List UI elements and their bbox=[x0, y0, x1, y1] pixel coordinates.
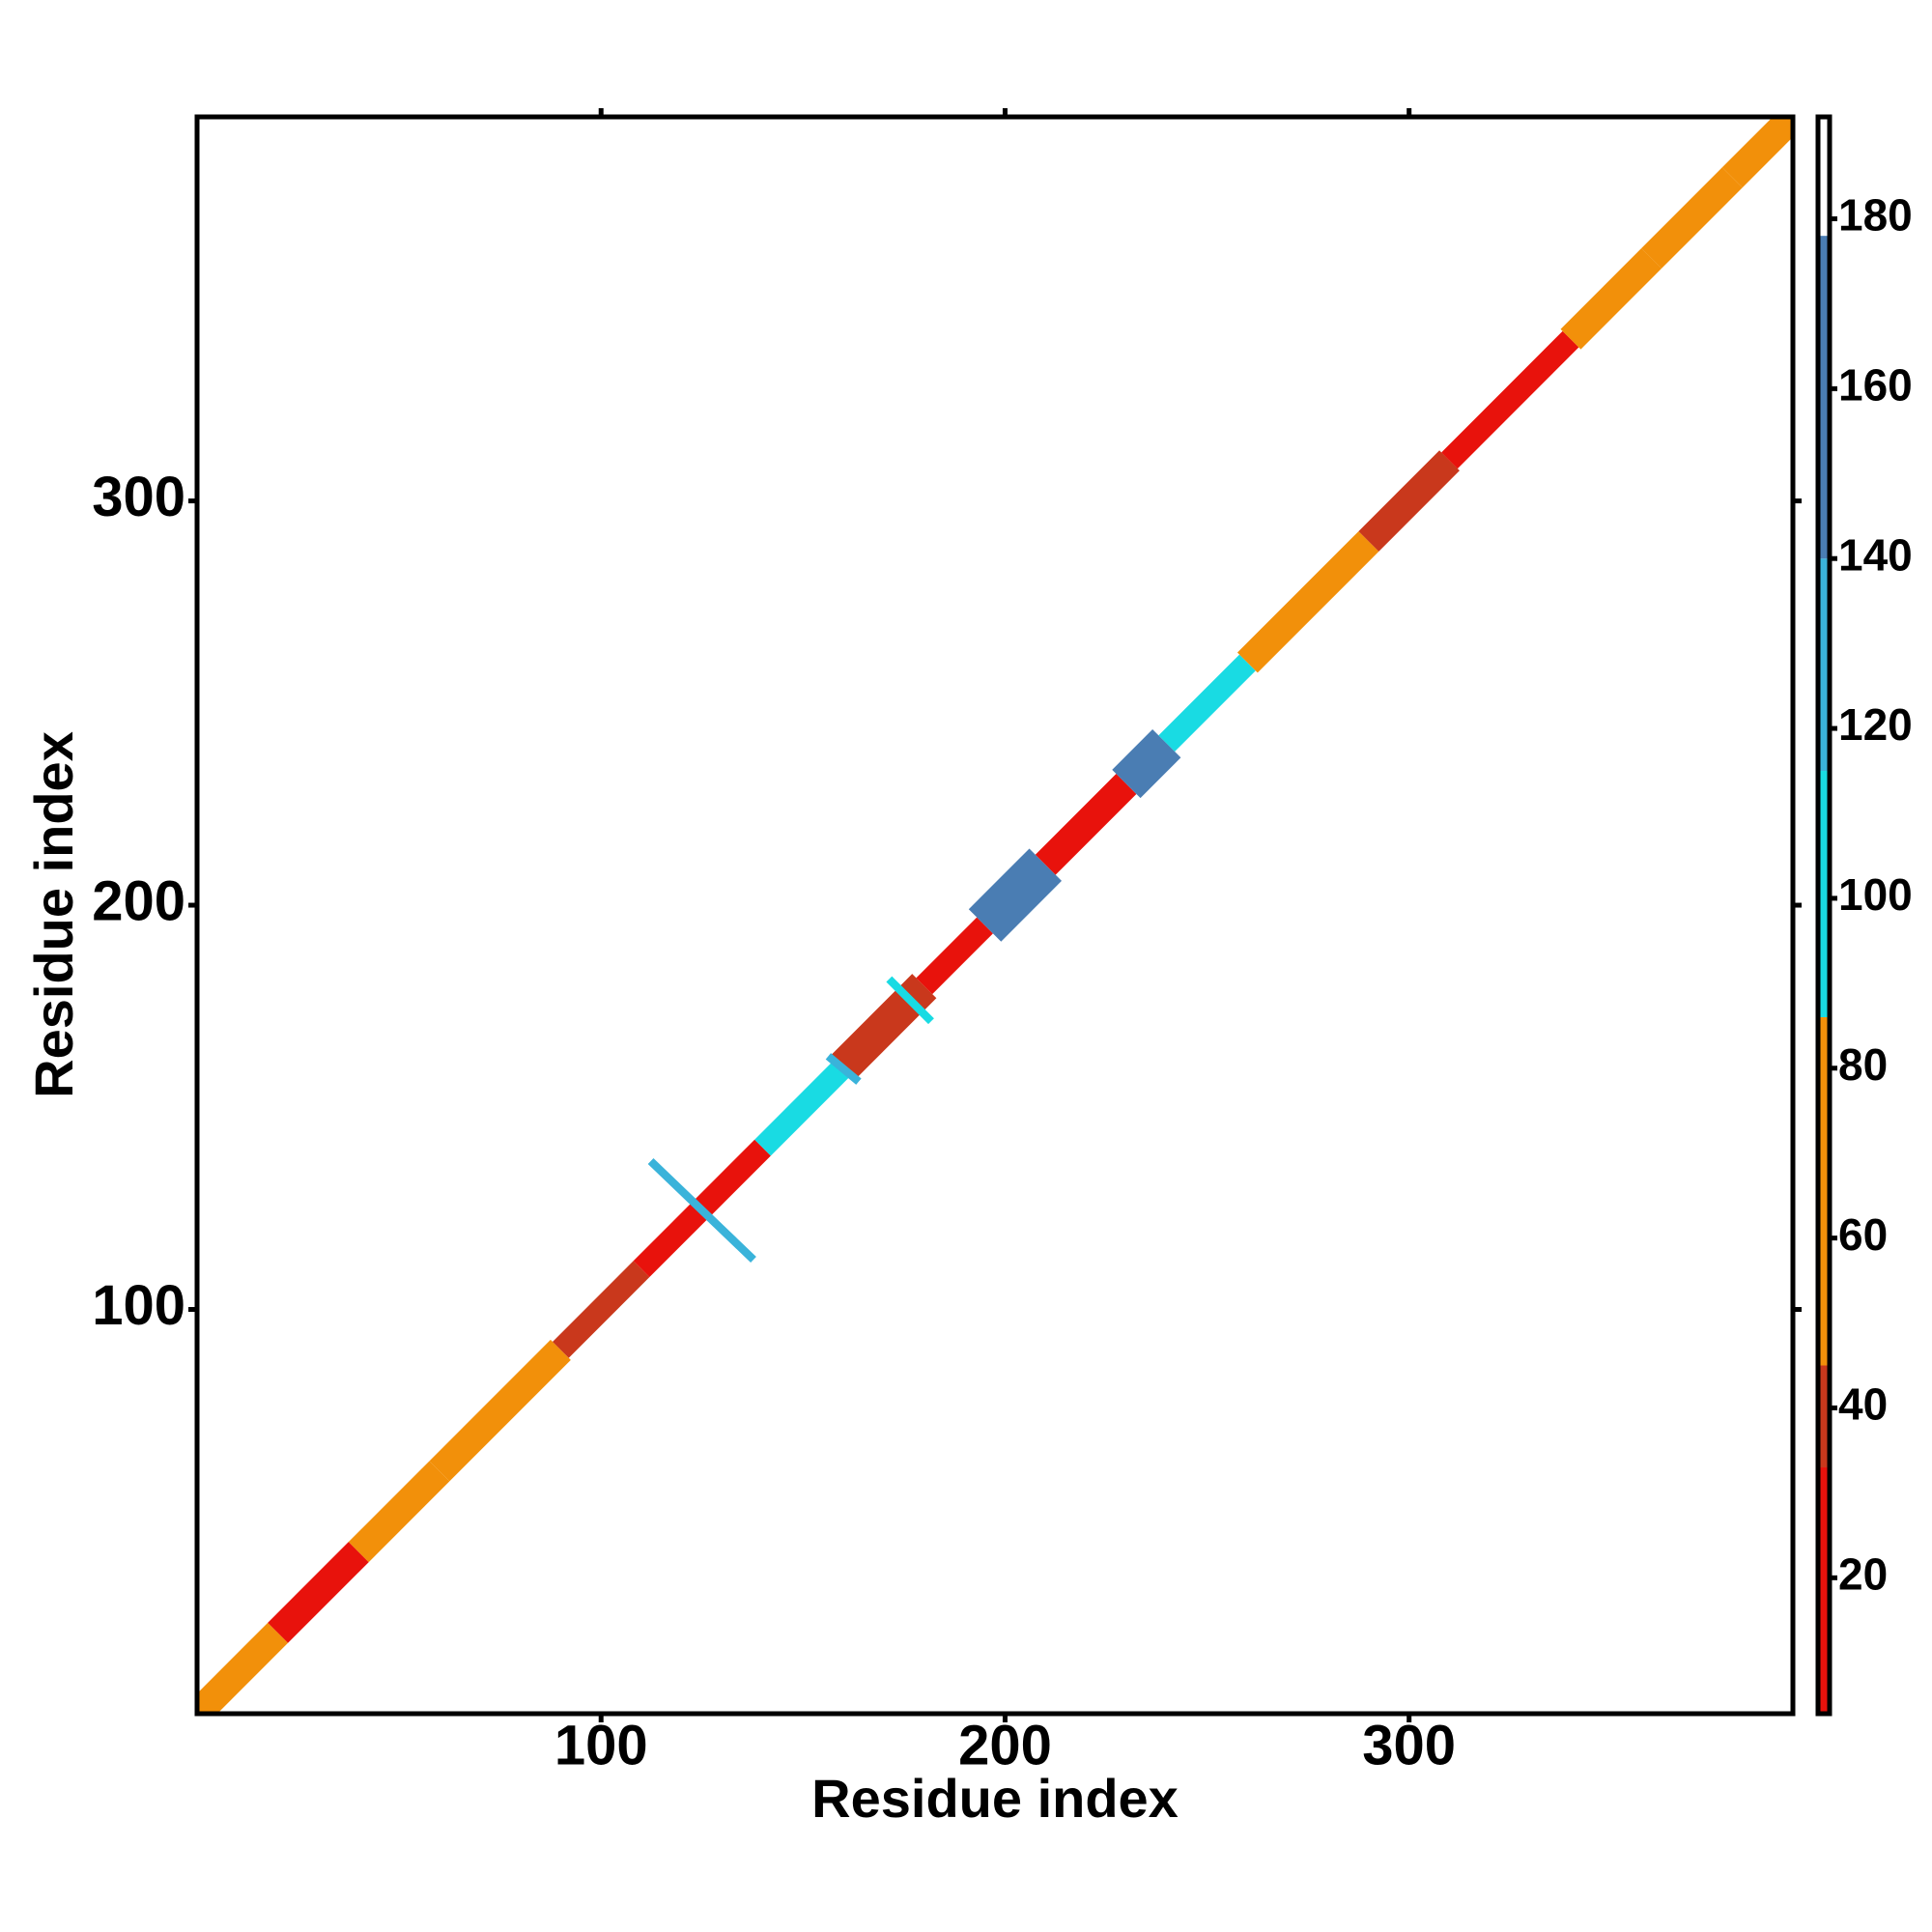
off-diagonal-contact bbox=[825, 1053, 862, 1085]
diagonal-band bbox=[1236, 530, 1379, 673]
diagonal-band bbox=[1158, 654, 1256, 753]
diagonal-band bbox=[1112, 728, 1181, 799]
colorbar-segment bbox=[1818, 1365, 1830, 1468]
colorbar-tick-label: 100 bbox=[1838, 869, 1913, 920]
diagonal-band bbox=[268, 1542, 369, 1643]
y-axis-title: Residue index bbox=[23, 731, 84, 1098]
colorbar-tick-label: 120 bbox=[1838, 699, 1913, 750]
off-diagonal-contact bbox=[886, 976, 934, 1025]
y-tick-label: 300 bbox=[92, 466, 185, 528]
colorbar-segment bbox=[1818, 558, 1830, 772]
colorbar-segment bbox=[1818, 1017, 1830, 1366]
y-tick-label: 200 bbox=[92, 869, 185, 932]
diagonal-band bbox=[348, 1461, 450, 1563]
y-tick-label: 100 bbox=[92, 1274, 185, 1337]
colorbar-tick-label: 20 bbox=[1838, 1548, 1888, 1599]
x-tick-label: 300 bbox=[1362, 1714, 1456, 1776]
diagonal-band bbox=[831, 974, 937, 1079]
diagonal-band bbox=[1721, 117, 1793, 188]
diagonal-band bbox=[429, 1339, 571, 1482]
colorbar-segment bbox=[1818, 771, 1830, 1018]
off-diagonal-contact bbox=[647, 1157, 756, 1264]
colorbar-tick-label: 160 bbox=[1838, 360, 1913, 411]
colorbar-tick-label: 80 bbox=[1838, 1039, 1888, 1090]
colorbar-tick-label: 180 bbox=[1838, 190, 1913, 241]
x-tick-label: 100 bbox=[554, 1714, 648, 1776]
colorbar-tick-label: 40 bbox=[1838, 1379, 1888, 1430]
diagonal-band bbox=[754, 1059, 852, 1156]
diagonal-band bbox=[1560, 248, 1662, 350]
diagonal-band bbox=[1641, 167, 1743, 269]
diagonal-band bbox=[553, 1261, 650, 1358]
colorbar-tick-label: 60 bbox=[1838, 1209, 1888, 1260]
colorbar-segment bbox=[1818, 117, 1830, 237]
plot-area bbox=[197, 117, 1793, 1714]
diagonal-band bbox=[1441, 330, 1579, 469]
colorbar-segment bbox=[1818, 1467, 1830, 1714]
colorbar-segment bbox=[1818, 236, 1830, 559]
diagonal-band bbox=[1358, 450, 1460, 552]
x-tick-label: 200 bbox=[958, 1714, 1052, 1776]
plot-frame bbox=[194, 114, 1796, 1717]
colorbar-tick-label: 140 bbox=[1838, 529, 1913, 580]
diagonal-band bbox=[916, 917, 993, 995]
colorbar-frame bbox=[1815, 114, 1833, 1717]
diagonal-band bbox=[968, 848, 1063, 942]
diagonal-band bbox=[197, 1622, 289, 1714]
diagonal-band bbox=[1035, 774, 1137, 875]
x-axis-title: Residue index bbox=[811, 1768, 1179, 1829]
